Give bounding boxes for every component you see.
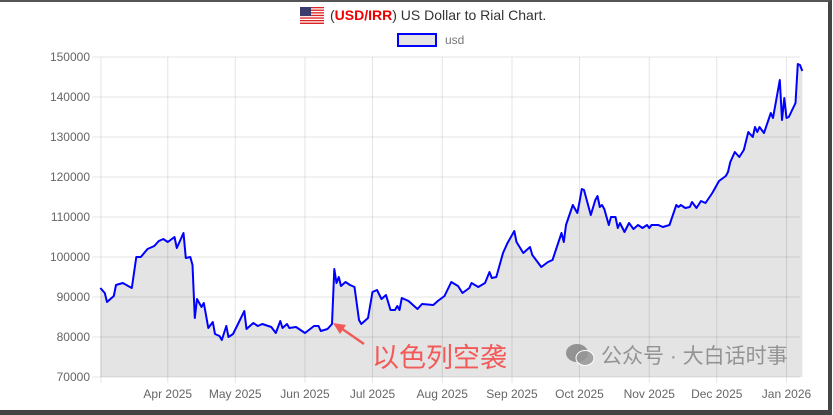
watermark: 公众号 · 大白话时事 — [565, 340, 788, 370]
x-tick-label: Jul 2025 — [350, 387, 396, 401]
y-tick-label: 110000 — [51, 210, 90, 224]
title-suffix: ) US Dollar to Rial Chart. — [392, 7, 547, 23]
title-prefix: ( — [330, 7, 335, 23]
y-tick-label: 100000 — [50, 250, 90, 264]
x-tick-label: Nov 2025 — [624, 387, 676, 401]
x-tick-label: Apr 2025 — [143, 387, 192, 401]
area-fill — [100, 64, 803, 377]
us-flag-icon — [300, 6, 324, 24]
currency-pair: USD/IRR — [334, 7, 393, 23]
wechat-icon — [566, 344, 595, 366]
x-tick-label: Oct 2025 — [555, 387, 604, 401]
legend-label: usd — [445, 33, 465, 47]
y-tick-label: 80000 — [57, 330, 91, 344]
y-tick-label: 70000 — [57, 370, 91, 384]
y-tick-label: 140000 — [50, 90, 90, 104]
x-tick-label: Jun 2025 — [280, 387, 330, 401]
x-tick-label: Dec 2025 — [691, 387, 743, 401]
y-tick-label: 130000 — [50, 130, 90, 144]
annotation-text: 以色列空袭 — [372, 343, 507, 373]
x-tick-label: Sep 2025 — [486, 387, 538, 401]
x-tick-label: Aug 2025 — [417, 387, 469, 401]
x-tick-label: Jan 2026 — [762, 387, 812, 401]
y-tick-label: 150000 — [50, 50, 90, 64]
y-tick-label: 120000 — [50, 170, 90, 184]
chart-title: (USD/IRR) US Dollar to Rial Chart. — [300, 4, 546, 26]
legend-swatch — [397, 33, 437, 47]
legend-item-usd[interactable]: usd — [397, 33, 464, 47]
watermark-text: 公众号 · 大白话时事 — [601, 345, 788, 368]
y-tick-label: 90000 — [57, 290, 91, 304]
series-line-usd — [99, 63, 804, 341]
x-tick-label: May 2025 — [209, 387, 262, 401]
